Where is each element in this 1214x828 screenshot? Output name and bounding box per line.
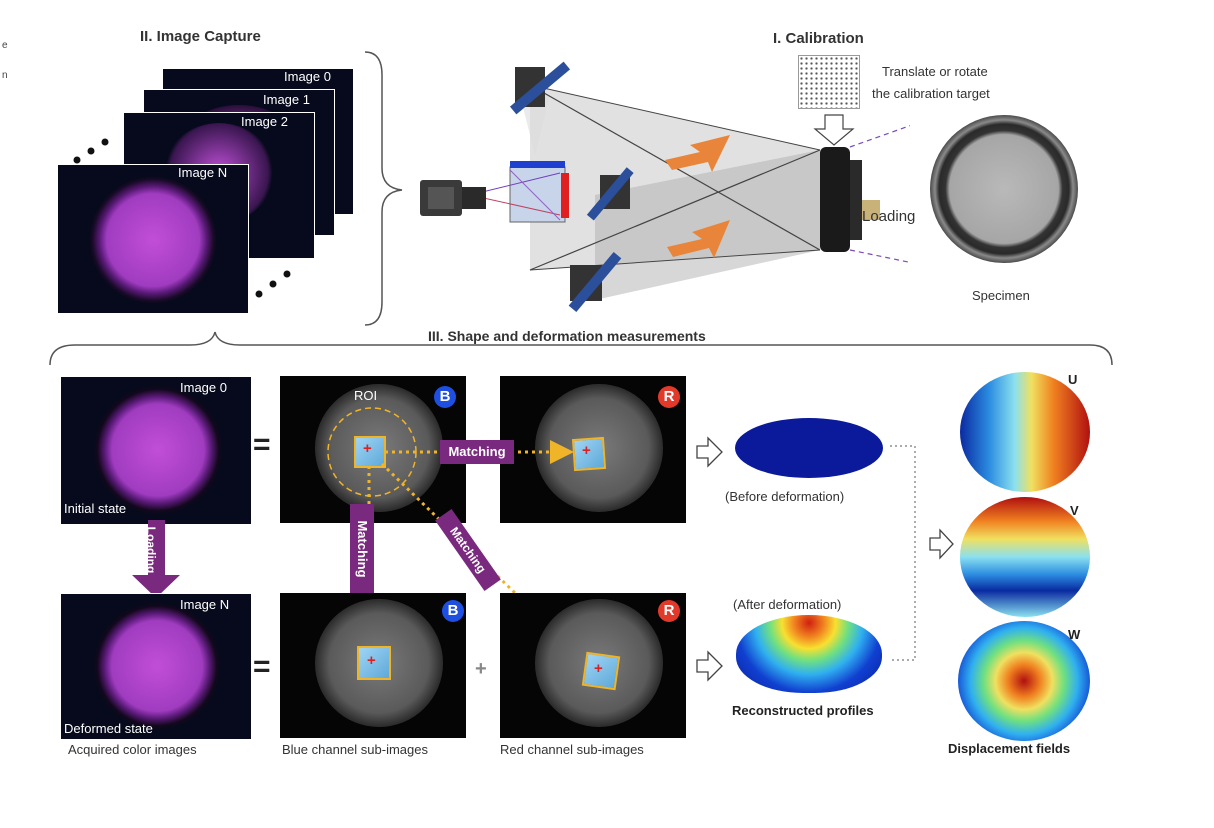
side-fragment-1: e [2,40,8,51]
measurements-brace [49,331,1113,366]
specimen-label: Specimen [972,288,1030,303]
badge-blue-bottom: B [442,600,464,622]
badge-blue-top: B [434,386,456,408]
loading-arrow-label: Loading [144,526,158,574]
initial-state-label: Initial state [64,501,127,516]
calibration-target [798,55,860,109]
profile-after [736,615,882,693]
initial-state-image [60,376,252,525]
subset-blue-deformed [357,646,391,680]
stack-label-image0: Image 0 [284,69,331,84]
reconstructed-profiles-label: Reconstructed profiles [732,703,874,718]
deformed-state-label: Deformed state [64,721,153,736]
specimen-photo [930,115,1078,263]
deformed-state-image [60,593,252,740]
displacement-fields-label: Displacement fields [948,741,1071,756]
section-title-measurements: III. Shape and deformation measurements [428,328,706,344]
mirror-top [509,61,571,115]
initial-image-label: Image 0 [180,380,227,395]
badge-red-top: R [658,386,680,408]
equals-sign-top: = [253,428,271,461]
caption-acquired: Acquired color images [68,742,197,757]
mirror-middle [586,167,634,221]
caption-red-sub: Red channel sub-images [500,742,644,757]
subset-center-2: + [582,442,591,459]
displacement-u-field [960,372,1090,492]
equals-sign-bottom: = [253,650,271,683]
displacement-u-label: U [1068,372,1078,387]
profile-before [735,418,883,478]
before-deformation-label: (Before deformation) [725,489,845,504]
calibration-note-line2: the calibration target [872,86,990,101]
section-title-capture: II. Image Capture [140,28,261,45]
blue-sub-image-deformed [280,593,466,738]
displacement-w-field [958,621,1090,741]
subset-center-4: + [594,660,603,677]
loading-label: Loading [862,208,916,225]
deformed-image-label: Image N [180,597,230,612]
stack-label-image1: Image 1 [263,92,310,107]
caption-blue-sub: Blue channel sub-images [282,742,428,757]
stack-frame-n [57,164,249,314]
subset-center-1: + [363,440,372,457]
ellipsis-dots-top [73,138,109,164]
roi-label: ROI [354,388,378,403]
section-title-calibration: I. Calibration [773,30,864,47]
matching-tag-vertical: Matching [350,504,374,594]
stack-label-image2: Image 2 [241,114,288,129]
displacement-v-label: V [1070,503,1079,518]
capture-brace [364,51,403,326]
plus-sign: + [475,658,487,680]
displacement-v-field [960,497,1090,617]
calibration-note-line1: Translate or rotate [882,64,988,79]
stack-label-imageN: Image N [178,165,228,180]
badge-red-bottom: R [658,600,680,622]
optical-setup [420,61,910,313]
mirror-bottom [568,251,622,313]
subset-center-3: + [367,652,376,669]
side-fragment-2: n [2,70,8,81]
matching-tag-horizontal: Matching [440,440,514,464]
ellipsis-dots-bottom [255,270,291,298]
after-deformation-label: (After deformation) [733,597,842,612]
displacement-w-label: W [1068,627,1081,642]
